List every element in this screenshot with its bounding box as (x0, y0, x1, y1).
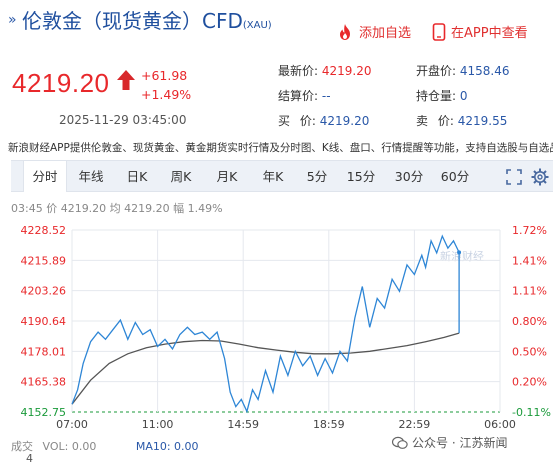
buy-colon: 价: (299, 114, 316, 128)
x-tick-label: 14:59 (227, 418, 259, 431)
x-tick-label: 18:59 (313, 418, 345, 431)
latest-price-label: 最新价: (278, 64, 319, 78)
phone-icon (432, 22, 446, 41)
title-mark-icon: » (8, 12, 17, 28)
average-line (71, 332, 460, 405)
volume-label: 成交 (11, 440, 33, 453)
y-pct-label: 1.11% (512, 285, 547, 298)
y-pct-label: 0.80% (512, 315, 547, 328)
ma10-label: MA10: (135, 440, 171, 453)
tab-weekly-k[interactable]: 周K (170, 169, 192, 184)
y-tick-label: 4152.75 (21, 406, 67, 419)
y-pct-label: 1.41% (512, 254, 547, 267)
volume-info: 成交 VOL: 0.00 MA10: 0.00 (11, 438, 199, 454)
y-tick-label: 4165.38 (21, 376, 67, 389)
page-header: » 伦敦金（现货黄金）CFD(XAU) 添加自选 在APP中查看 (0, 0, 553, 44)
period-tabbar: 分时 年线 日K 周K 月K 年K 5分 15分 30分 60分 (11, 160, 553, 192)
x-tick-label: 06:00 (484, 418, 516, 431)
y-tick-label: 4228.52 (21, 224, 67, 237)
x-tick-label: 07:00 (56, 418, 88, 431)
tab-intraday[interactable]: 分时 (23, 161, 67, 192)
wechat-icon (392, 436, 408, 449)
sell-price-value: 4219.55 (457, 114, 508, 128)
title-text: 伦敦金（现货黄金）CFD (22, 9, 243, 33)
x-tick-label: 11:00 (142, 418, 174, 431)
settings-gear-icon[interactable] (530, 167, 550, 187)
y-pct-label: 0.20% (512, 376, 547, 389)
title-suffix: (XAU) (242, 20, 272, 31)
y-tick-label: 4215.89 (21, 254, 67, 267)
view-in-app-label: 在APP中查看 (451, 26, 528, 41)
chart-background-watermark: 新浪财经 (440, 249, 484, 263)
position-label: 持仓量: (416, 89, 457, 103)
ma10-info: MA10: 0.00 (136, 440, 199, 453)
y-pct-label: 0.50% (512, 345, 547, 358)
cursor-info-line: 03:45 价 4219.20 均 4219.20 幅 1.49% (11, 202, 223, 215)
y-tick-label: 4190.64 (21, 315, 67, 328)
add-favorite-label: 添加自选 (359, 26, 412, 41)
volume-value: VOL: 0.00 (42, 440, 97, 453)
settle-price-row: 结算价: -- (278, 87, 331, 104)
intraday-chart[interactable]: 新浪财经 4228.52 1.72% 4215.89 1.41% 4203.26 1.11%… (0, 216, 553, 438)
flame-icon (340, 23, 350, 40)
up-arrow-icon (117, 70, 135, 90)
open-price-value: 4158.46 (459, 64, 510, 78)
quote-timestamp: 2025-11-29 03:45:00 (59, 113, 187, 127)
sell-label: 卖 (416, 114, 429, 128)
tab-60min[interactable]: 60分 (440, 169, 470, 184)
view-in-app-button[interactable]: 在APP中查看 (432, 22, 528, 41)
settle-price-value: -- (321, 89, 331, 103)
tab-monthly-k[interactable]: 月K (216, 169, 238, 184)
app-notice[interactable]: 新浪财经APP提供伦敦金、现货黄金、黄金期货实时行情及分时图、K线、盘口、行情提… (8, 142, 553, 154)
tab-yearly-k[interactable]: 年K (262, 169, 284, 184)
fullscreen-icon[interactable] (504, 167, 524, 187)
latest-price-row: 最新价: 4219.20 (278, 62, 372, 79)
position-row: 持仓量: 0 (416, 87, 468, 104)
x-tick-label: 22:59 (399, 418, 431, 431)
change-amount: +61.98 (141, 68, 188, 83)
add-favorite-button[interactable]: 添加自选 (336, 22, 411, 41)
last-price-point (457, 250, 462, 255)
ma10-value: 0.00 (174, 440, 199, 453)
buy-price-value: 4219.20 (319, 114, 370, 128)
latest-price-value: 4219.20 (321, 64, 372, 78)
price-change: +61.98 +1.49% (141, 66, 191, 104)
open-price-row: 开盘价: 4158.46 (416, 62, 510, 79)
tab-15min[interactable]: 15分 (346, 169, 376, 184)
sell-price-row: 卖 价: 4219.55 (416, 112, 507, 129)
settle-price-label: 结算价: (278, 89, 319, 103)
position-value: 0 (459, 89, 468, 103)
y-pct-label: -0.11% (512, 406, 551, 419)
change-percent: +1.49% (141, 87, 192, 102)
price-line (71, 234, 460, 414)
y-tick-label: 4203.26 (21, 285, 67, 298)
buy-price-row: 买 价: 4219.20 (278, 112, 369, 129)
watermark-text: 公众号 · 江苏新闻 (412, 436, 508, 450)
tab-year-line[interactable]: 年线 (78, 169, 104, 184)
buy-label: 买 (278, 114, 291, 128)
y-tick-label: 4178.01 (21, 345, 67, 358)
current-price: 4219.20 (12, 68, 110, 98)
sell-colon: 价: (437, 114, 454, 128)
y-pct-label: 1.72% (512, 224, 547, 237)
page-title: 伦敦金（现货黄金）CFD(XAU) (22, 8, 272, 39)
source-watermark: 公众号 · 江苏新闻 (392, 434, 508, 451)
tab-daily-k[interactable]: 日K (126, 169, 148, 184)
open-price-label: 开盘价: (416, 64, 457, 78)
tab-30min[interactable]: 30分 (394, 169, 424, 184)
tab-5min[interactable]: 5分 (306, 169, 328, 184)
volume-scale: 4 (26, 452, 33, 465)
